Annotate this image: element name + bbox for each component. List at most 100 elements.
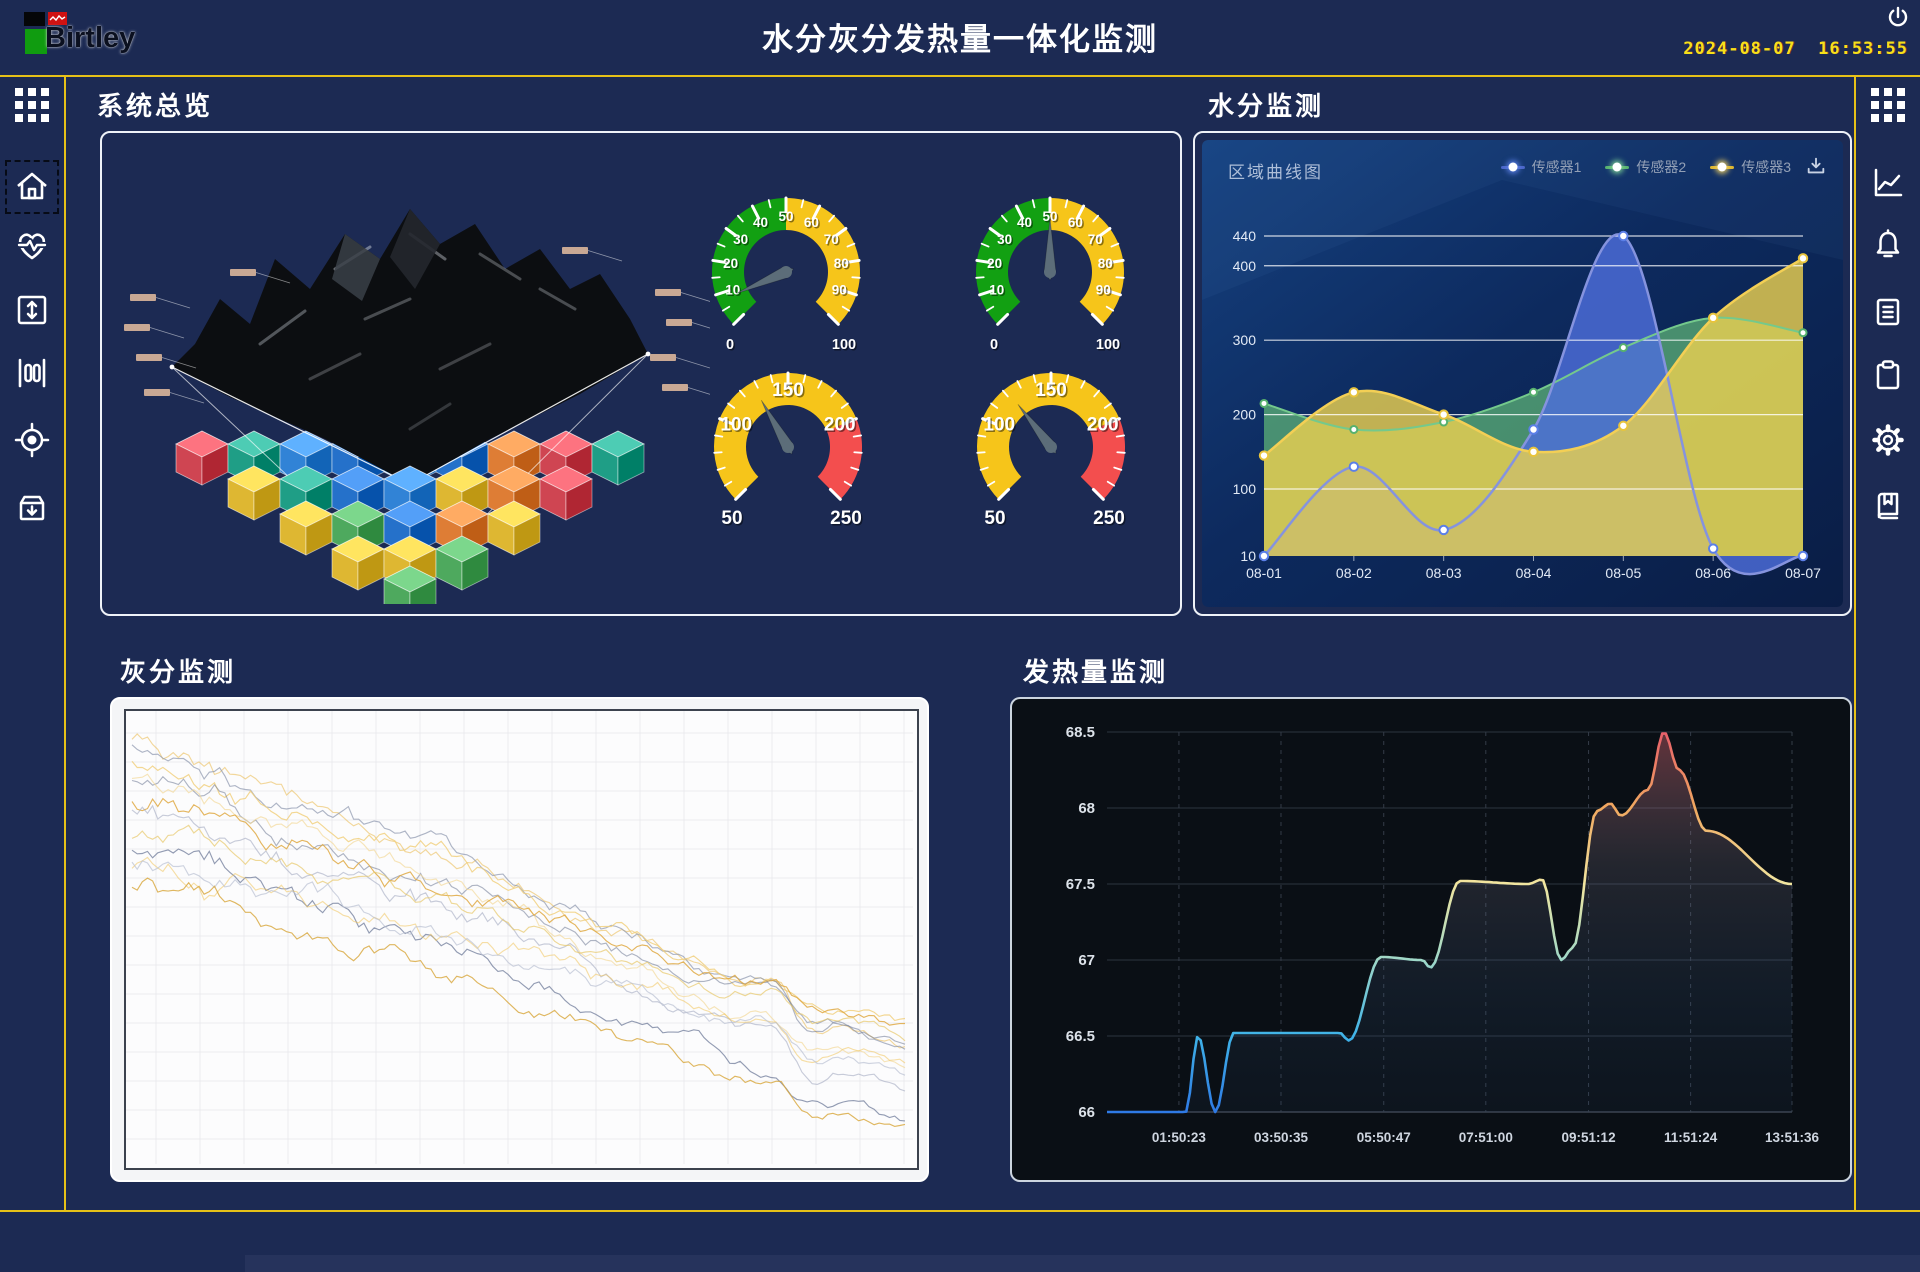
alarm-bell-icon[interactable]	[1870, 227, 1906, 263]
svg-text:11:51:24: 11:51:24	[1664, 1130, 1718, 1145]
logo-text: Birtley	[45, 22, 136, 54]
svg-text:40: 40	[1017, 215, 1032, 230]
moisture-chart-card: 10 100 200 300 400 440 08-01 08-02 08-03 08-04 08-…	[1202, 140, 1843, 607]
svg-text:0: 0	[726, 337, 734, 353]
svg-text:10: 10	[1240, 548, 1256, 564]
legend-sensor3[interactable]: 传感器3	[1710, 157, 1791, 177]
svg-text:30: 30	[997, 232, 1012, 247]
power-icon[interactable]	[1886, 5, 1910, 29]
svg-text:90: 90	[832, 282, 847, 297]
archive-download-icon[interactable]	[14, 490, 50, 526]
clipboard-icon[interactable]	[1870, 357, 1906, 393]
svg-text:80: 80	[1098, 256, 1113, 271]
svg-text:10: 10	[727, 284, 742, 299]
ash-trend-chart	[126, 711, 913, 1164]
page-title: 水分灰分发热量一体化监测	[762, 22, 1158, 57]
svg-text:30: 30	[735, 234, 750, 249]
svg-text:68.5: 68.5	[1066, 724, 1095, 741]
svg-text:40: 40	[753, 215, 768, 230]
legend-marker-blue	[1500, 162, 1525, 172]
svg-text:60: 60	[804, 215, 819, 230]
svg-text:200: 200	[1233, 407, 1257, 423]
menu-grid-icon[interactable]	[1870, 87, 1906, 123]
svg-text:100: 100	[1096, 337, 1120, 353]
svg-text:20: 20	[989, 258, 1004, 273]
svg-text:08-01: 08-01	[1246, 565, 1282, 581]
expand-vertical-icon[interactable]	[14, 292, 50, 328]
legend-marker-yellow	[1710, 162, 1735, 172]
calorific-line-chart: 66 66.5 67 67.5 68 68.5 01:50:23 03:50:35 05:50:…	[1066, 724, 1820, 1145]
report-document-icon[interactable]	[1870, 294, 1906, 330]
header: Birtley 水分灰分发热量一体化监测 2024-08-07 16:53:55	[0, 0, 1920, 77]
svg-text:100: 100	[722, 416, 754, 437]
svg-text:30: 30	[999, 234, 1014, 249]
svg-text:200: 200	[825, 416, 857, 437]
legend-sensor2[interactable]: 传感器2	[1605, 157, 1686, 177]
svg-text:09:51:12: 09:51:12	[1562, 1130, 1616, 1145]
overview-panel-title: 系统总览	[97, 91, 214, 121]
ash-panel	[110, 697, 929, 1182]
overview-panel: 0 0 10 10 20 20 30 30 40 40 50 50 60 60 70 70 80 80 90 90 10…	[100, 131, 1182, 616]
svg-text:100: 100	[832, 337, 856, 353]
moisture-area-chart: 10 100 200 300 400 440 08-01 08-02 08-03 08-04 08-…	[1202, 140, 1843, 607]
right-sidebar	[1854, 77, 1920, 1210]
svg-text:0: 0	[727, 339, 735, 355]
density-bars-icon[interactable]	[14, 355, 50, 391]
svg-text:60: 60	[1068, 215, 1083, 230]
svg-text:67: 67	[1078, 952, 1095, 969]
moisture-panel-title: 水分监测	[1208, 91, 1325, 121]
svg-text:50: 50	[1042, 209, 1057, 224]
legend-sensor1[interactable]: 传感器1	[1500, 157, 1582, 177]
coal-3d-visual	[124, 209, 710, 604]
settings-gear-icon[interactable]	[1870, 422, 1906, 458]
home-icon[interactable]	[5, 160, 59, 214]
trend-chart-icon[interactable]	[1870, 165, 1906, 201]
svg-text:400: 400	[1233, 258, 1257, 274]
svg-text:40: 40	[755, 217, 770, 232]
legend-label: 传感器1	[1531, 159, 1582, 175]
svg-text:300: 300	[1233, 332, 1257, 348]
svg-text:08-04: 08-04	[1516, 565, 1552, 581]
footer-divider	[0, 1210, 1920, 1212]
svg-text:80: 80	[835, 258, 850, 273]
legend-label: 传感器3	[1741, 159, 1791, 175]
svg-text:70: 70	[825, 234, 840, 249]
svg-text:66: 66	[1078, 1104, 1095, 1121]
date-text: 2024-08-07	[1683, 39, 1796, 59]
svg-text:30: 30	[733, 232, 748, 247]
svg-text:200: 200	[1088, 416, 1120, 437]
svg-text:10: 10	[725, 282, 740, 297]
target-icon[interactable]	[14, 422, 50, 458]
taskbar-strip	[245, 1255, 1920, 1272]
svg-text:20: 20	[723, 256, 738, 271]
svg-text:50: 50	[721, 508, 742, 529]
svg-text:13:51:36: 13:51:36	[1765, 1130, 1820, 1145]
manual-book-icon[interactable]	[1870, 489, 1906, 525]
svg-text:100: 100	[985, 416, 1017, 437]
chart-subtitle: 区域曲线图	[1228, 163, 1323, 182]
brand-logo: Birtley	[24, 10, 224, 62]
svg-text:100: 100	[983, 415, 1015, 436]
ash-panel-title: 灰分监测	[120, 657, 237, 687]
svg-text:05:50:47: 05:50:47	[1357, 1130, 1411, 1145]
menu-grid-icon[interactable]	[14, 87, 50, 123]
svg-text:80: 80	[834, 256, 849, 271]
svg-text:60: 60	[1069, 217, 1084, 232]
svg-text:20: 20	[987, 256, 1002, 271]
svg-text:10: 10	[989, 282, 1004, 297]
left-sidebar	[0, 77, 66, 1210]
svg-text:20: 20	[725, 258, 740, 273]
download-icon[interactable]	[1805, 155, 1827, 177]
svg-text:50: 50	[1044, 211, 1059, 226]
svg-text:440: 440	[1233, 228, 1257, 244]
svg-text:50: 50	[723, 510, 744, 531]
svg-text:07:51:00: 07:51:00	[1459, 1130, 1513, 1145]
svg-text:150: 150	[1035, 380, 1067, 401]
logo-square-black	[24, 12, 45, 26]
health-pulse-icon[interactable]	[14, 228, 50, 264]
svg-text:90: 90	[1096, 282, 1111, 297]
svg-text:80: 80	[1099, 258, 1114, 273]
time-text: 16:53:55	[1818, 39, 1908, 59]
